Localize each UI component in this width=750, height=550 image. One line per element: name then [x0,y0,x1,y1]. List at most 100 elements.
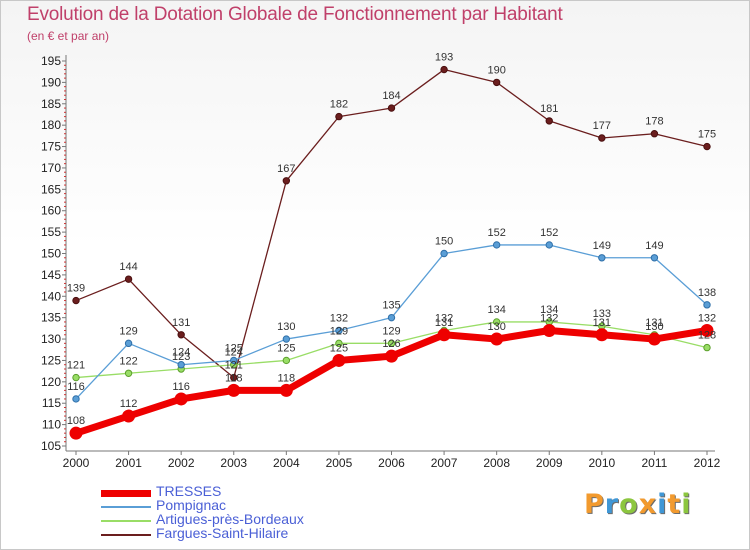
data-label-pompignac: 152 [487,227,505,239]
data-point-pompignac [124,339,133,348]
data-label-fargues-saint-hilaire: 175 [698,129,716,141]
data-point-pompignac [545,241,553,249]
data-point-pompignac [72,395,80,403]
x-tick-label: 2004 [273,456,300,470]
data-label-fargues-saint-hilaire: 144 [119,261,137,273]
data-label-pompignac: 135 [382,300,400,312]
chart-title: Evolution de la Dotation Globale de Fonc… [27,4,563,25]
data-label-fargues-saint-hilaire: 139 [67,283,85,295]
data-label-artigues-pres-bordeaux: 133 [593,308,611,320]
data-point-pompignac [282,335,291,343]
data-label-tresses: 131 [435,317,453,329]
logo-letter: t [667,489,682,520]
data-label-fargues-saint-hilaire: 121 [225,360,243,372]
data-label-artigues-pres-bordeaux: 125 [277,342,295,354]
data-point-fargues-saint-hilaire [598,134,606,142]
data-label-pompignac: 124 [172,347,190,359]
data-label-pompignac: 149 [593,240,611,252]
logo-letter: o [619,489,639,520]
data-point-tresses [490,332,504,346]
data-label-fargues-saint-hilaire: 182 [330,99,348,111]
data-label-pompignac: 116 [67,381,85,393]
y-tick-label: 170 [41,161,61,175]
data-label-pompignac: 149 [645,240,663,252]
legend-swatch [101,520,151,522]
y-tick-label: 120 [41,375,61,389]
data-point-pompignac [703,301,711,309]
data-label-pompignac: 150 [435,236,453,248]
data-label-pompignac: 130 [277,321,295,333]
data-label-artigues-pres-bordeaux: 132 [435,313,453,325]
series-line-pompignac [75,244,708,400]
y-tick-label: 150 [41,247,61,261]
y-tick-label: 160 [41,204,61,218]
y-tick-label: 130 [41,332,61,346]
data-point-fargues-saint-hilaire [440,65,448,74]
y-tick-label: 115 [42,396,61,410]
data-point-pompignac [440,249,448,258]
data-point-fargues-saint-hilaire [177,331,185,339]
data-label-artigues-pres-bordeaux: 124 [225,347,243,359]
data-point-artigues-pres-bordeaux [492,318,501,326]
x-tick-label: 2012 [694,456,721,470]
data-point-fargues-saint-hilaire [387,104,396,112]
y-tick-label: 165 [41,182,61,196]
legend-label: Pompignac [156,497,227,513]
data-point-artigues-pres-bordeaux [703,343,711,352]
data-point-tresses [332,353,346,367]
data-label-fargues-saint-hilaire: 167 [277,163,295,175]
data-label-tresses: 131 [593,317,611,329]
x-tick-label: 2008 [483,456,510,470]
x-tick-label: 2010 [588,456,615,470]
data-point-artigues-pres-bordeaux [387,339,396,348]
data-label-artigues-pres-bordeaux: 122 [119,355,137,367]
data-label-fargues-saint-hilaire: 181 [540,103,558,115]
data-label-pompignac: 152 [540,227,558,239]
data-label-fargues-saint-hilaire: 190 [487,64,505,76]
data-label-tresses: 132 [698,313,716,325]
data-point-tresses [174,392,188,406]
data-label-pompignac: 132 [330,313,348,325]
data-label-tresses: 126 [382,338,400,350]
y-tick-label: 190 [41,75,61,89]
data-point-pompignac [598,254,606,262]
y-tick-label: 135 [41,311,61,325]
data-point-fargues-saint-hilaire [492,78,501,87]
x-tick-label: 2007 [431,456,458,470]
data-label-fargues-saint-hilaire: 177 [593,120,611,132]
x-tick-label: 2011 [642,456,668,470]
data-point-pompignac [492,241,501,249]
data-label-tresses: 118 [278,372,296,384]
legend-label: TRESSES [156,483,222,499]
y-tick-label: 175 [41,140,61,154]
data-point-tresses [69,426,83,440]
data-point-fargues-saint-hilaire [703,142,711,151]
chart-subtitle: (en € et par an) [27,29,110,43]
data-label-tresses: 130 [645,321,663,333]
data-label-artigues-pres-bordeaux: 121 [67,360,85,372]
logo-letter: i [681,489,692,520]
x-tick-label: 2002 [168,456,195,470]
data-point-tresses [700,324,714,337]
logo-letter: i [657,489,668,520]
x-tick-label: 2003 [220,456,247,470]
data-point-artigues-pres-bordeaux [335,339,343,348]
data-label-tresses: 118 [225,372,243,384]
data-label-fargues-saint-hilaire: 193 [435,52,453,64]
y-tick-label: 155 [41,225,61,239]
legend-swatch [101,534,151,536]
data-label-artigues-pres-bordeaux: 129 [330,325,348,337]
data-label-pompignac: 138 [698,287,716,299]
y-tick-label: 180 [41,118,61,132]
data-point-tresses [227,383,241,397]
data-point-fargues-saint-hilaire [282,177,291,185]
data-point-pompignac [335,326,343,335]
data-point-pompignac [650,254,659,262]
legend-label: Fargues-Saint-Hilaire [156,525,289,541]
data-label-tresses: 116 [172,381,190,393]
y-tick-label: 110 [42,418,61,432]
data-label-artigues-pres-bordeaux: 129 [382,325,400,337]
data-point-fargues-saint-hilaire [124,275,133,283]
data-label-artigues-pres-bordeaux: 131 [645,317,663,329]
